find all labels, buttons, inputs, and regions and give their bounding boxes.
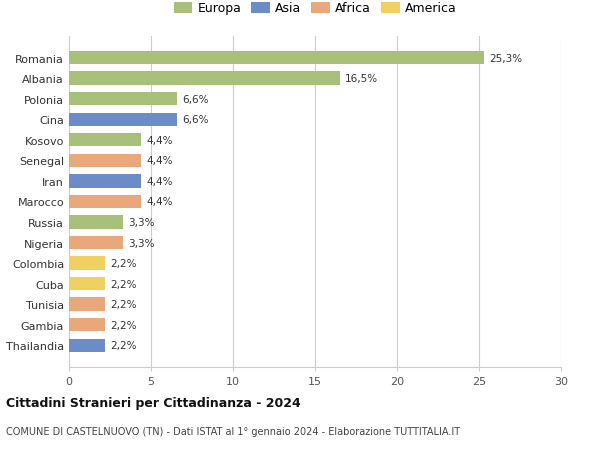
Text: COMUNE DI CASTELNUOVO (TN) - Dati ISTAT al 1° gennaio 2024 - Elaborazione TUTTIT: COMUNE DI CASTELNUOVO (TN) - Dati ISTAT … [6,426,460,436]
Text: Cittadini Stranieri per Cittadinanza - 2024: Cittadini Stranieri per Cittadinanza - 2… [6,396,301,409]
Text: 4,4%: 4,4% [146,135,173,146]
Text: 2,2%: 2,2% [110,341,137,351]
Bar [69,52,484,65]
Bar [69,319,105,332]
Bar [69,175,141,188]
Bar [69,277,105,291]
Bar [69,339,105,352]
Text: 6,6%: 6,6% [182,95,209,104]
Text: 4,4%: 4,4% [146,176,173,186]
Bar [69,154,141,168]
Bar [69,195,141,209]
Text: 25,3%: 25,3% [489,53,522,63]
Bar [69,93,177,106]
Bar [69,216,123,229]
Text: 2,2%: 2,2% [110,279,137,289]
Legend: Europa, Asia, Africa, America: Europa, Asia, Africa, America [171,0,459,18]
Text: 3,3%: 3,3% [128,238,155,248]
Text: 6,6%: 6,6% [182,115,209,125]
Bar [69,134,141,147]
Bar [69,298,105,311]
Text: 4,4%: 4,4% [146,156,173,166]
Bar [69,257,105,270]
Text: 3,3%: 3,3% [128,218,155,228]
Bar [69,113,177,127]
Text: 16,5%: 16,5% [344,74,377,84]
Text: 2,2%: 2,2% [110,300,137,309]
Text: 4,4%: 4,4% [146,197,173,207]
Bar [69,236,123,250]
Text: 2,2%: 2,2% [110,258,137,269]
Bar [69,72,340,85]
Text: 2,2%: 2,2% [110,320,137,330]
